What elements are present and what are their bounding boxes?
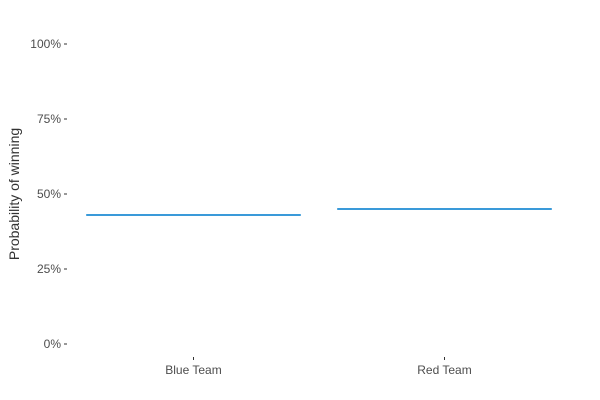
x-tick-label: Blue Team xyxy=(165,363,221,377)
x-axis: Blue Team Red Team xyxy=(165,357,472,377)
y-tick-label: 100% xyxy=(30,37,61,51)
y-axis: 0% 25% 50% 75% 100% xyxy=(30,37,67,351)
y-tick-label: 25% xyxy=(37,262,61,276)
y-tick-label: 75% xyxy=(37,112,61,126)
plot-marks xyxy=(86,208,552,216)
x-tick-label: Red Team xyxy=(417,363,471,377)
y-tick-label: 50% xyxy=(37,187,61,201)
y-axis-title: Probability of winning xyxy=(6,128,22,260)
y-tick-label: 0% xyxy=(44,337,62,351)
